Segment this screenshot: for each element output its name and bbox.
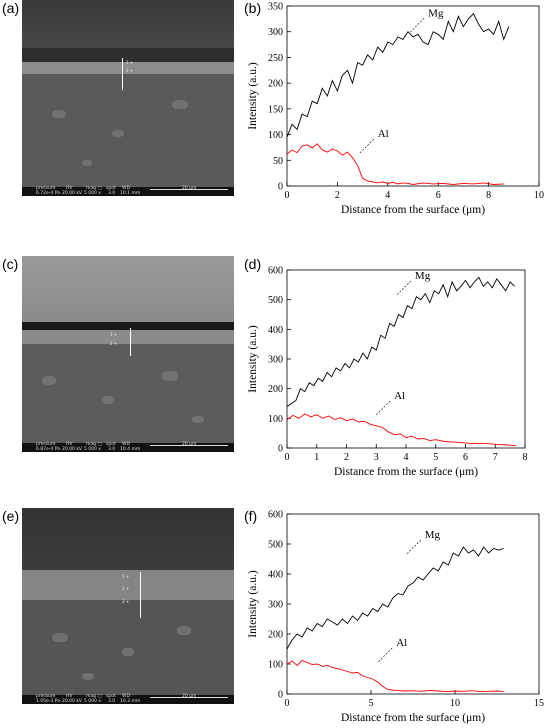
sem-image-c: 1 + 2 + pressure 6.87e-4 Pa HV 20.00 kV … [22,256,234,452]
annotation-mg: Mg [428,7,444,19]
panel-label-d: (d) [244,256,262,272]
y-tick-label: 200 [268,630,283,641]
x-tick-label: 5 [369,698,374,709]
panel-label-c: (c) [2,256,19,272]
x-tick-label: 3 [374,452,379,463]
y-tick-label: 200 [268,79,283,90]
annotation-arrow [359,138,374,154]
y-tick-label: 500 [268,295,283,306]
y-tick-label: 0 [278,690,283,701]
annotation-arrow [377,647,393,663]
y-tick-label: 400 [268,570,283,581]
x-tick-label: 0 [285,698,290,709]
x-tick-label: 7 [493,452,498,463]
y-tick-label: 400 [268,325,283,336]
x-tick-label: 8 [486,190,491,201]
plot-frame [286,513,540,695]
annotation-mg: Mg [415,270,431,282]
annotation-al: Al [394,390,405,402]
line-scan-marker [140,572,141,618]
y-tick-label: 200 [268,384,283,395]
x-tick-label: 10 [450,698,460,709]
y-tick-label: 300 [268,27,283,38]
y-tick-label: 0 [278,444,283,455]
annotation-al: Al [378,128,389,140]
y-tick-label: 300 [268,355,283,366]
x-tick-label: 8 [523,452,528,463]
panel-label-a: (a) [2,0,20,16]
x-tick-label: 4 [385,190,390,201]
x-tick-label: 2 [344,452,349,463]
y-tick-label: 50 [273,156,283,167]
x-tick-label: 6 [463,452,468,463]
plot-frame [286,269,526,449]
panel-label-f: (f) [244,508,258,524]
sem-image-e: 1 + 2 + 3 + pressure 1.05e-3 Pa HV 20.00… [22,508,234,704]
y-tick-label: 300 [268,600,283,611]
annotation-mg: Mg [425,529,441,541]
x-tick-label: 0 [285,452,290,463]
x-tick-label: 1 [314,452,319,463]
line-chart-f: 0 5 10 15 0 100 200 300 400 500 600 Distance from t… [247,510,544,725]
series-line-mg [286,276,515,407]
y-tick-label: 100 [268,660,283,671]
line-scan-marker [130,328,131,356]
sem-info-bar: pressure 6.87e-4 Pa HV 20.00 kV mag □ 5 … [22,442,234,452]
sem-info-bar: pressure 6.72e-4 Pa HV 20.00 kV mag □ 5 … [22,186,234,196]
x-tick-label: 15 [534,698,544,709]
x-tick-label: 5 [433,452,438,463]
y-tick-label: 600 [268,266,283,277]
series-line-mg [286,12,510,138]
x-tick-label: 4 [404,452,409,463]
series-line-al [286,413,517,447]
x-tick-label: 2 [335,190,340,201]
x-tick-label: 0 [285,190,290,201]
series-line-mg [286,546,504,650]
x-axis-label: Distance from the surface (μm) [334,466,478,478]
y-tick-label: 100 [268,414,283,425]
panel-label-e: (e) [2,508,20,524]
series-line-al [286,659,504,693]
y-tick-label: 250 [268,53,283,64]
plot-frame [286,5,540,187]
series-line-al [286,143,504,185]
x-axis-label: Distance from the surface (μm) [341,712,485,724]
annotation-arrow [409,18,425,33]
y-axis-label: Intensity (a.u.) [247,570,259,638]
sem-image-a: 1 + 2 + pressure 6.72e-4 Pa HV 20.00 kV … [22,0,234,196]
annotation-al: Al [396,637,407,649]
annotation-arrow [406,539,421,555]
line-chart-d: 0 1 2 3 4 5 6 7 8 0 100 200 300 400 500 600 Distance fro… [247,266,528,479]
y-tick-label: 100 [268,130,283,141]
annotation-arrow [396,280,412,296]
y-tick-label: 0 [278,182,283,193]
y-tick-label: 600 [268,510,283,521]
x-tick-label: 6 [436,190,441,201]
x-tick-label: 10 [534,190,544,201]
sem-info-bar: pressure 1.05e-3 Pa HV 20.00 kV mag □ 5 … [22,694,234,704]
annotation-arrow [375,400,391,416]
y-tick-label: 500 [268,540,283,551]
panel-label-b: (b) [244,0,262,16]
y-tick-label: 350 [268,2,283,13]
line-scan-marker [122,58,123,90]
y-tick-label: 150 [268,104,283,115]
y-axis-label: Intensity (a.u.) [247,62,259,130]
x-axis-label: Distance from the surface (μm) [341,204,485,216]
y-axis-label: Intensity (a.u.) [247,325,259,393]
